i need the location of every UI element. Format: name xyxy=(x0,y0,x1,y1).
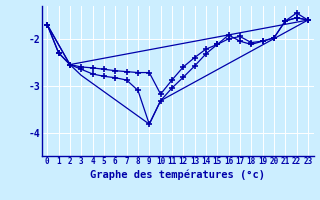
X-axis label: Graphe des températures (°c): Graphe des températures (°c) xyxy=(90,169,265,180)
